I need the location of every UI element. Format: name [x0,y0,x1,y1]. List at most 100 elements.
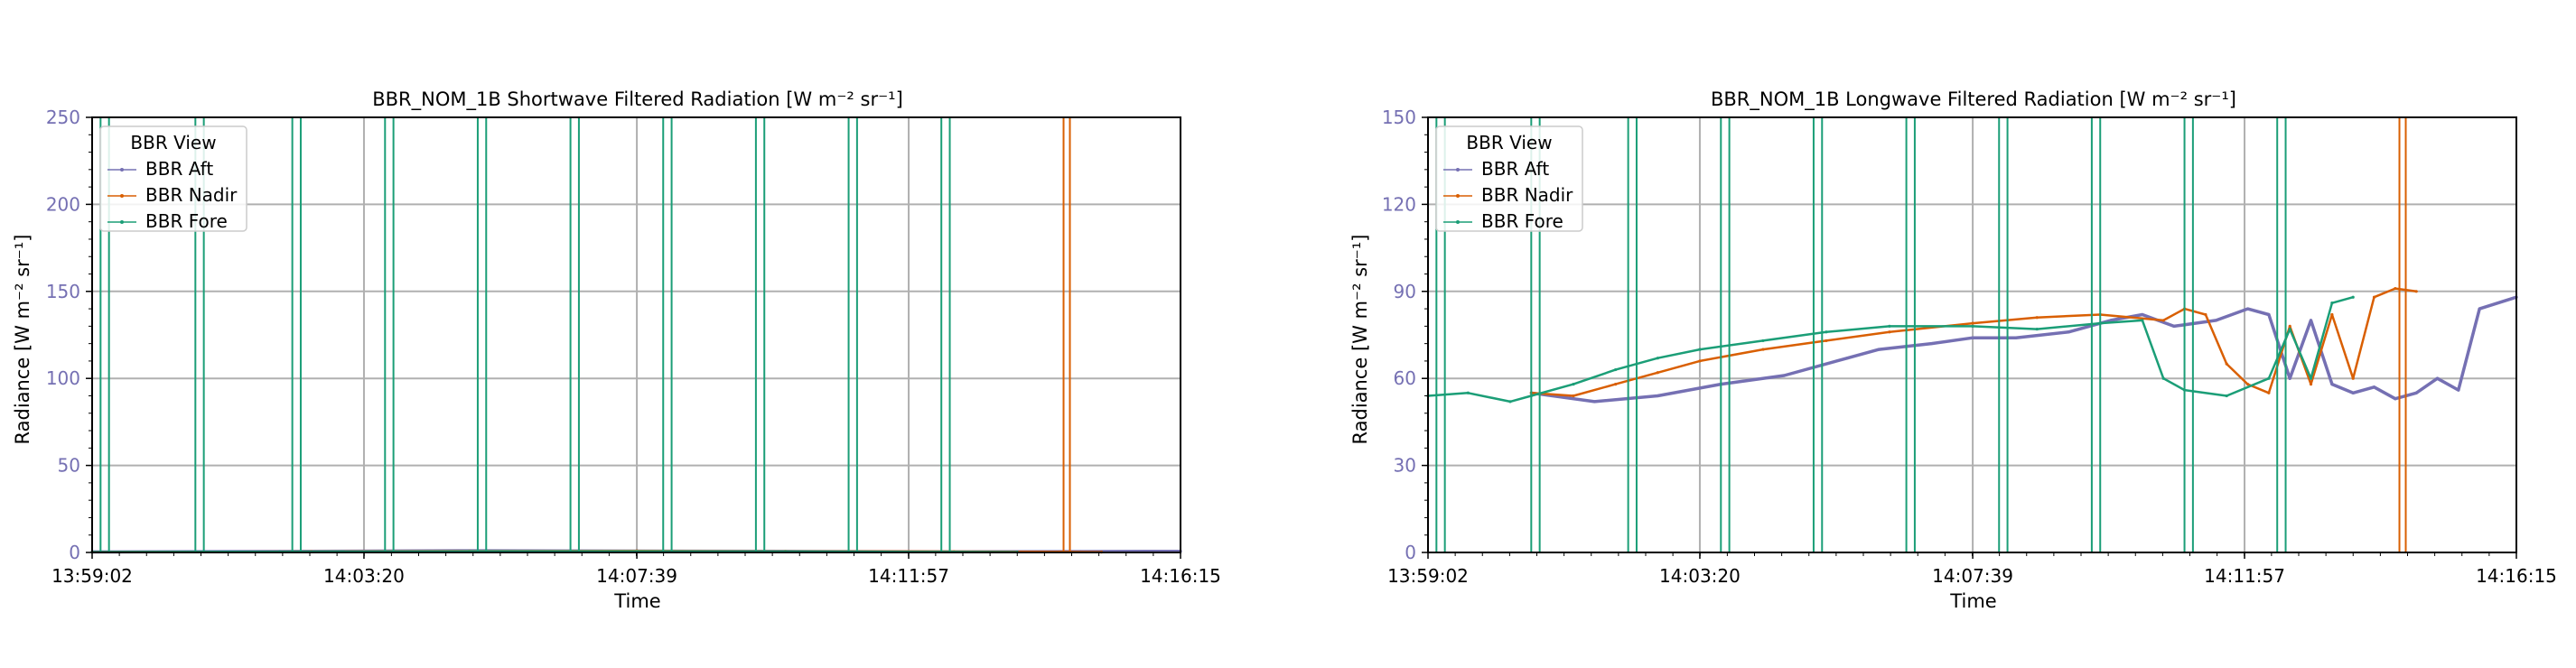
y-tick-label: 150 [1382,107,1416,128]
data-point [2309,319,2313,322]
data-point [2309,376,2313,380]
data-point [1698,348,1702,351]
x-tick-label: 14:16:15 [2476,565,2557,587]
data-point [1614,383,1618,386]
x-tick-label: 14:07:39 [596,565,677,587]
legend-label: BBR Aft [1481,158,1549,180]
data-point [1929,342,1934,346]
data-point [2414,290,2418,293]
longwave-xlabel: Time [1949,590,1996,612]
y-tick-label: 0 [1405,542,1416,563]
data-point [2141,319,2144,322]
legend-label: BBR Nadir [145,184,238,206]
legend-marker [1456,194,1460,198]
y-tick-label: 90 [1394,281,1416,302]
data-point [2394,286,2397,291]
legend-marker [1456,168,1460,172]
data-point [2014,336,2018,339]
y-tick-label: 150 [46,281,80,302]
data-point [2267,312,2271,317]
y-tick-label: 50 [58,455,80,477]
data-point [1888,324,1891,328]
data-point [1761,339,1765,343]
legend-box [1435,125,1583,232]
data-point [2414,391,2418,394]
data-point [1971,321,1974,325]
legend-marker [120,194,124,198]
lw-series-bbr-fore [1426,117,2355,552]
y-tick-label: 200 [46,193,80,215]
legend-label: BBR Fore [1481,210,1563,232]
lw-legend: BBR View BBR Aft BBR Nadir BBR Fore [1435,125,1583,232]
data-point [2035,316,2039,320]
data-point [2109,319,2113,322]
data-point [2435,376,2440,380]
legend-label: BBR Fore [145,210,228,232]
legend-label: BBR Aft [145,158,213,180]
data-point [2245,383,2250,386]
data-point [1888,330,1891,334]
data-point [1877,348,1881,351]
shortwave-xlabel: Time [613,590,660,612]
data-point [2351,376,2355,380]
data-point [2457,388,2460,392]
shortwave-title: BBR_NOM_1B Shortwave Filtered Radiation … [372,88,903,111]
legend-title: BBR View [1466,132,1552,153]
data-point [1761,348,1765,351]
data-point [2288,324,2291,328]
data-point [1971,336,1974,339]
data-point [1572,394,1575,398]
data-point [1508,400,1512,404]
data-point [2141,312,2144,317]
data-point [2478,307,2481,311]
data-point [2161,319,2165,322]
sw-legend: BBR View BBR Aft BBR Nadir BBR Fore [99,125,247,232]
data-point [1592,400,1596,404]
x-tick-label: 14:11:57 [868,565,949,587]
data-point [2330,383,2334,386]
data-point [2330,312,2334,317]
x-tick-label: 13:59:02 [1387,565,1469,587]
data-point [1656,357,1659,360]
y-tick-label: 120 [1382,193,1416,215]
data-point [2161,376,2165,380]
data-point [2372,295,2376,299]
y-tick-label: 0 [69,542,80,563]
data-point [1845,357,1849,360]
shortwave-panel: BBR_NOM_1B Shortwave Filtered Radiation … [12,88,1221,612]
data-point [2204,312,2207,317]
data-point [1825,339,1828,343]
y-tick-label: 60 [1394,367,1416,389]
data-point [2372,385,2376,389]
data-point [2067,330,2070,334]
legend-title: BBR View [130,132,216,153]
data-point [2288,376,2291,380]
data-point [1825,330,1828,334]
data-point [2394,397,2397,401]
data-point [2172,324,2176,328]
data-point [2351,391,2355,394]
y-tick-label: 30 [1394,455,1416,477]
data-point [1656,394,1659,398]
data-point [1614,367,1618,372]
legend-marker [1456,220,1460,224]
y-tick-label: 250 [46,107,80,128]
data-point [1656,371,1659,375]
x-tick-label: 14:16:15 [1140,565,1221,587]
data-point [1572,383,1575,386]
data-point [2214,319,2218,322]
data-point [1698,359,1702,363]
y-tick-label: 100 [46,367,80,389]
shortwave-ylabel: Radiance [W m⁻² sr⁻¹] [12,234,33,444]
data-point [1782,374,1786,377]
series-line [1531,287,2417,397]
x-tick-label: 14:07:39 [1932,565,2013,587]
longwave-ylabel: Radiance [W m⁻² sr⁻¹] [1349,234,1371,444]
x-tick-label: 14:03:20 [323,565,405,587]
data-point [2309,383,2313,386]
longwave-panel: BBR_NOM_1B Longwave Filtered Radiation [… [1349,88,2557,612]
data-point [2351,295,2355,299]
x-tick-label: 14:11:57 [2204,565,2285,587]
data-point [2225,362,2228,366]
